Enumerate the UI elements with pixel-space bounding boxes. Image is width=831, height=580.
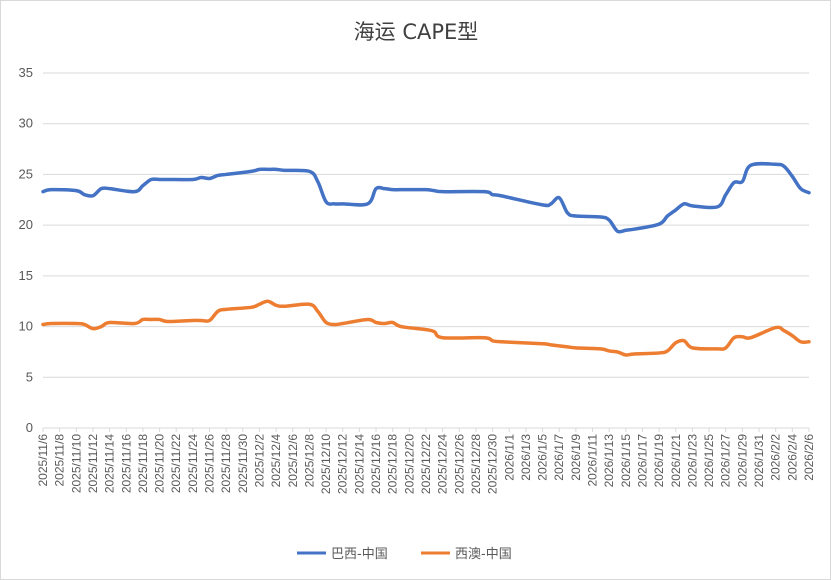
x-tick-label: 2026/1/7 <box>552 434 566 481</box>
x-axis-ticks: 2025/11/6 2025/11/8 2025/11/10 2025/11/12 20… <box>36 428 816 494</box>
x-tick-label: 2026/1/17 <box>635 434 649 488</box>
x-tick-label: 2025/11/18 <box>136 434 150 493</box>
x-tick-label: 2025/11/6 <box>36 434 50 487</box>
x-tick-label: 2026/1/11 <box>586 434 600 487</box>
y-tick-label: 25 <box>19 166 33 181</box>
x-tick-label: 2025/11/24 <box>186 434 200 493</box>
x-tick-label: 2025/11/22 <box>169 434 183 493</box>
x-tick-label: 2025/11/20 <box>153 434 167 493</box>
x-tick-label: 2025/12/26 <box>452 434 466 494</box>
y-axis-ticks: 0 5 10 15 20 25 30 35 <box>19 65 33 435</box>
y-tick-label: 15 <box>19 268 33 283</box>
x-tick-label: 2026/1/29 <box>735 434 749 488</box>
chart-title: 海运 CAPE型 <box>354 20 479 44</box>
legend-label-brazil-china: 巴西-中国 <box>331 547 388 562</box>
x-tick-label: 2025/12/4 <box>269 434 283 488</box>
x-tick-label: 2026/1/21 <box>669 434 683 488</box>
x-tick-label: 2025/12/30 <box>486 434 500 494</box>
x-tick-label: 2025/12/12 <box>336 434 350 494</box>
x-tick-label: 2025/11/8 <box>53 434 67 487</box>
y-tick-label: 35 <box>19 65 33 80</box>
x-tick-label: 2025/11/28 <box>219 434 233 493</box>
x-tick-label: 2026/1/27 <box>719 434 733 488</box>
x-tick-label: 2026/1/15 <box>619 434 633 488</box>
y-tick-label: 30 <box>19 116 33 131</box>
x-tick-label: 2026/1/1 <box>502 434 516 481</box>
x-tick-label: 2026/1/19 <box>652 434 666 488</box>
x-tick-label: 2026/1/25 <box>702 434 716 488</box>
series-line-wa-china <box>41 299 811 357</box>
x-tick-label: 2025/11/16 <box>119 434 133 493</box>
x-tick-label: 2026/2/2 <box>769 434 783 481</box>
legend-label-wa-china: 西澳-中国 <box>455 546 512 562</box>
x-tick-label: 2025/11/10 <box>69 434 83 493</box>
x-tick-label: 2025/11/30 <box>236 434 250 493</box>
x-tick-label: 2025/11/14 <box>103 434 117 493</box>
legend: 巴西-中国 西澳-中国 <box>297 546 512 562</box>
x-tick-label: 2025/12/16 <box>369 434 383 494</box>
y-tick-label: 5 <box>26 369 33 384</box>
x-tick-label: 2026/1/31 <box>752 434 766 488</box>
x-tick-label: 2025/12/22 <box>419 434 433 494</box>
x-tick-label: 2025/11/26 <box>203 434 217 493</box>
y-tick-label: 10 <box>19 319 33 334</box>
y-tick-label: 0 <box>26 420 33 435</box>
gridlines <box>43 72 809 378</box>
x-tick-label: 2025/12/8 <box>302 434 316 488</box>
x-tick-label: 2026/1/5 <box>536 434 550 481</box>
x-tick-label: 2025/12/24 <box>436 434 450 494</box>
x-tick-label: 2026/1/23 <box>685 434 699 488</box>
x-tick-label: 2025/12/2 <box>252 434 266 488</box>
x-tick-label: 2025/12/20 <box>402 434 416 494</box>
x-tick-label: 2025/12/18 <box>386 434 400 494</box>
x-tick-label: 2026/1/13 <box>602 434 616 488</box>
x-tick-label: 2026/1/9 <box>569 434 583 481</box>
series-lines <box>41 161 811 357</box>
series-line-brazil-china <box>41 161 811 234</box>
x-tick-label: 2026/2/4 <box>785 434 799 481</box>
x-tick-label: 2025/12/6 <box>286 434 300 488</box>
x-tick-label: 2025/12/10 <box>319 434 333 494</box>
x-tick-label: 2025/12/28 <box>469 434 483 494</box>
y-tick-label: 20 <box>19 217 33 232</box>
x-tick-label: 2025/11/12 <box>86 434 100 493</box>
x-tick-label: 2026/2/6 <box>802 434 816 481</box>
x-tick-label: 2025/12/14 <box>352 434 366 494</box>
x-tick-label: 2026/1/3 <box>519 434 533 481</box>
